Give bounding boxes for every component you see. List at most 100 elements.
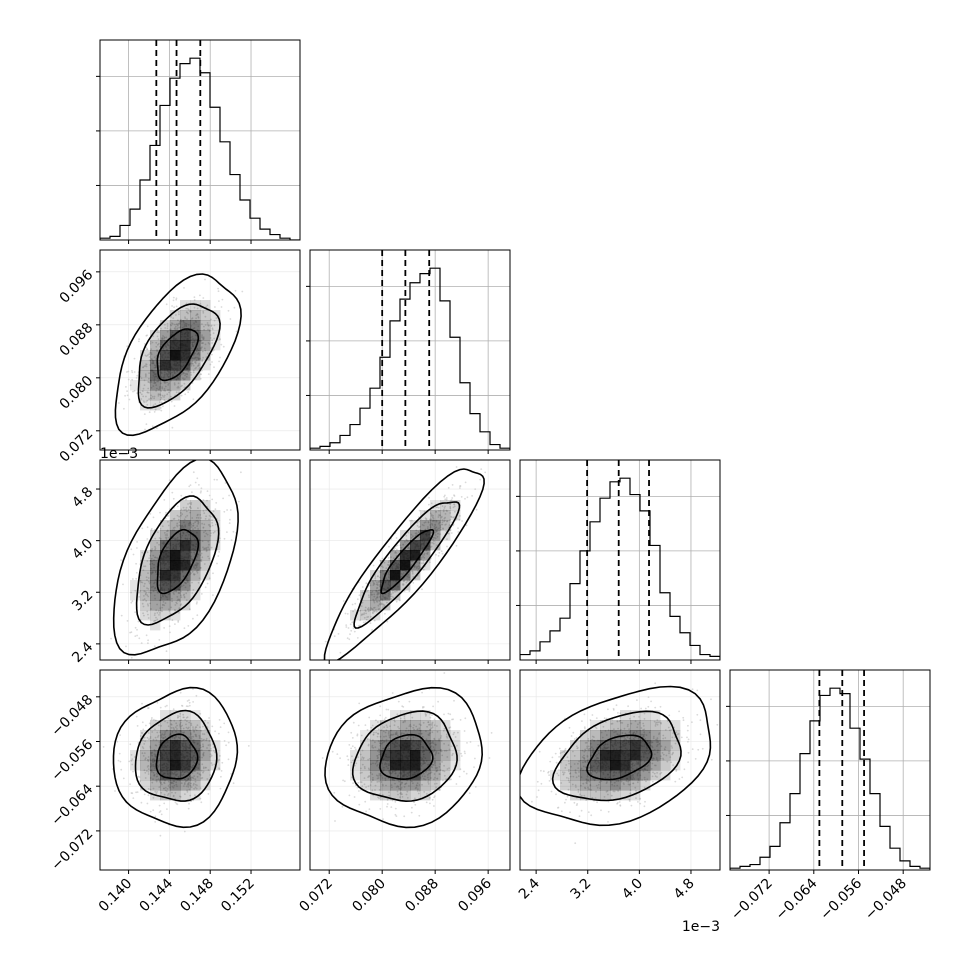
sample-point bbox=[219, 356, 221, 359]
sample-point bbox=[133, 357, 136, 360]
sample-point bbox=[458, 775, 461, 778]
sample-point bbox=[165, 650, 168, 653]
sample-point bbox=[345, 624, 348, 626]
sample-point bbox=[186, 514, 189, 517]
sample-point bbox=[188, 721, 191, 724]
density-cell bbox=[200, 560, 211, 571]
sample-point bbox=[388, 730, 390, 733]
density-cell bbox=[390, 550, 401, 561]
sample-point bbox=[446, 736, 449, 739]
sample-point bbox=[490, 732, 493, 734]
sample-point bbox=[435, 752, 437, 755]
sample-point bbox=[400, 738, 402, 740]
y-tick-label: 0.088 bbox=[57, 320, 97, 360]
sample-point bbox=[183, 627, 186, 630]
sample-point bbox=[434, 537, 437, 540]
sample-point bbox=[153, 395, 156, 398]
sample-point bbox=[365, 786, 367, 788]
sample-point bbox=[416, 524, 419, 527]
sample-point bbox=[200, 339, 203, 342]
sample-point bbox=[203, 325, 205, 328]
sample-point bbox=[196, 775, 199, 778]
density-cell bbox=[170, 590, 181, 601]
sample-point bbox=[154, 790, 157, 793]
sample-point bbox=[388, 791, 390, 794]
panel-body bbox=[100, 670, 300, 870]
sample-point bbox=[376, 757, 379, 760]
sample-point bbox=[333, 635, 336, 638]
sample-point bbox=[459, 768, 462, 771]
sample-point bbox=[176, 525, 179, 528]
sample-point bbox=[422, 555, 425, 558]
sample-point bbox=[136, 634, 139, 637]
sample-point bbox=[122, 777, 125, 780]
sample-point bbox=[448, 748, 451, 751]
sample-point bbox=[185, 375, 188, 378]
sample-point bbox=[146, 560, 149, 562]
sample-point bbox=[102, 746, 105, 748]
sample-point bbox=[438, 739, 440, 742]
sample-point bbox=[172, 786, 175, 789]
sample-point bbox=[350, 747, 352, 750]
sample-point bbox=[382, 566, 384, 569]
sample-point bbox=[430, 777, 432, 779]
sample-point bbox=[170, 316, 173, 318]
sample-point bbox=[184, 719, 187, 721]
sample-point bbox=[425, 713, 427, 716]
density-cell bbox=[150, 750, 161, 761]
sample-point bbox=[375, 609, 377, 611]
sample-point bbox=[152, 796, 155, 799]
sample-point bbox=[440, 523, 443, 526]
sample-point bbox=[430, 532, 432, 534]
sample-point bbox=[441, 754, 444, 757]
sample-point bbox=[370, 593, 373, 596]
sample-point bbox=[164, 517, 167, 520]
density-cell bbox=[390, 730, 401, 741]
sample-point bbox=[196, 601, 198, 603]
sample-point bbox=[448, 767, 450, 770]
sample-point bbox=[388, 734, 390, 736]
sample-point bbox=[378, 797, 380, 800]
sample-point bbox=[200, 801, 203, 804]
sample-point bbox=[418, 723, 421, 726]
sample-point bbox=[222, 345, 225, 348]
sample-point bbox=[205, 739, 208, 742]
sample-point bbox=[168, 610, 171, 612]
sample-point bbox=[451, 718, 453, 721]
panel-frame bbox=[309, 249, 511, 451]
sample-point bbox=[433, 737, 436, 740]
sample-point bbox=[191, 570, 194, 573]
sample-point bbox=[357, 781, 360, 784]
density-cell bbox=[160, 340, 171, 351]
sample-point bbox=[209, 774, 212, 776]
sample-point bbox=[142, 728, 145, 731]
sample-point bbox=[451, 497, 454, 499]
sample-point bbox=[368, 775, 370, 778]
sample-point bbox=[175, 781, 178, 784]
sample-point bbox=[137, 620, 140, 623]
density-cell bbox=[360, 590, 371, 601]
sample-point bbox=[198, 484, 200, 486]
sample-point bbox=[386, 620, 389, 623]
density-cell bbox=[150, 590, 161, 601]
sample-point bbox=[360, 767, 362, 770]
sample-point bbox=[407, 729, 410, 732]
sample-point bbox=[127, 378, 130, 381]
sample-point bbox=[414, 803, 417, 806]
sample-point bbox=[164, 382, 167, 384]
sample-point bbox=[209, 755, 212, 758]
sample-point bbox=[196, 614, 199, 617]
sample-point bbox=[465, 772, 468, 775]
sample-point bbox=[361, 763, 364, 766]
sample-point bbox=[192, 398, 195, 401]
density-cell bbox=[390, 720, 401, 731]
sample-point bbox=[379, 793, 381, 795]
sample-point bbox=[185, 508, 187, 511]
sample-point bbox=[363, 612, 366, 614]
sample-point bbox=[359, 619, 361, 622]
sample-point bbox=[146, 551, 149, 554]
density-cell bbox=[140, 350, 151, 361]
sample-point bbox=[382, 784, 384, 787]
sample-point bbox=[133, 389, 136, 392]
sample-point bbox=[364, 800, 367, 803]
